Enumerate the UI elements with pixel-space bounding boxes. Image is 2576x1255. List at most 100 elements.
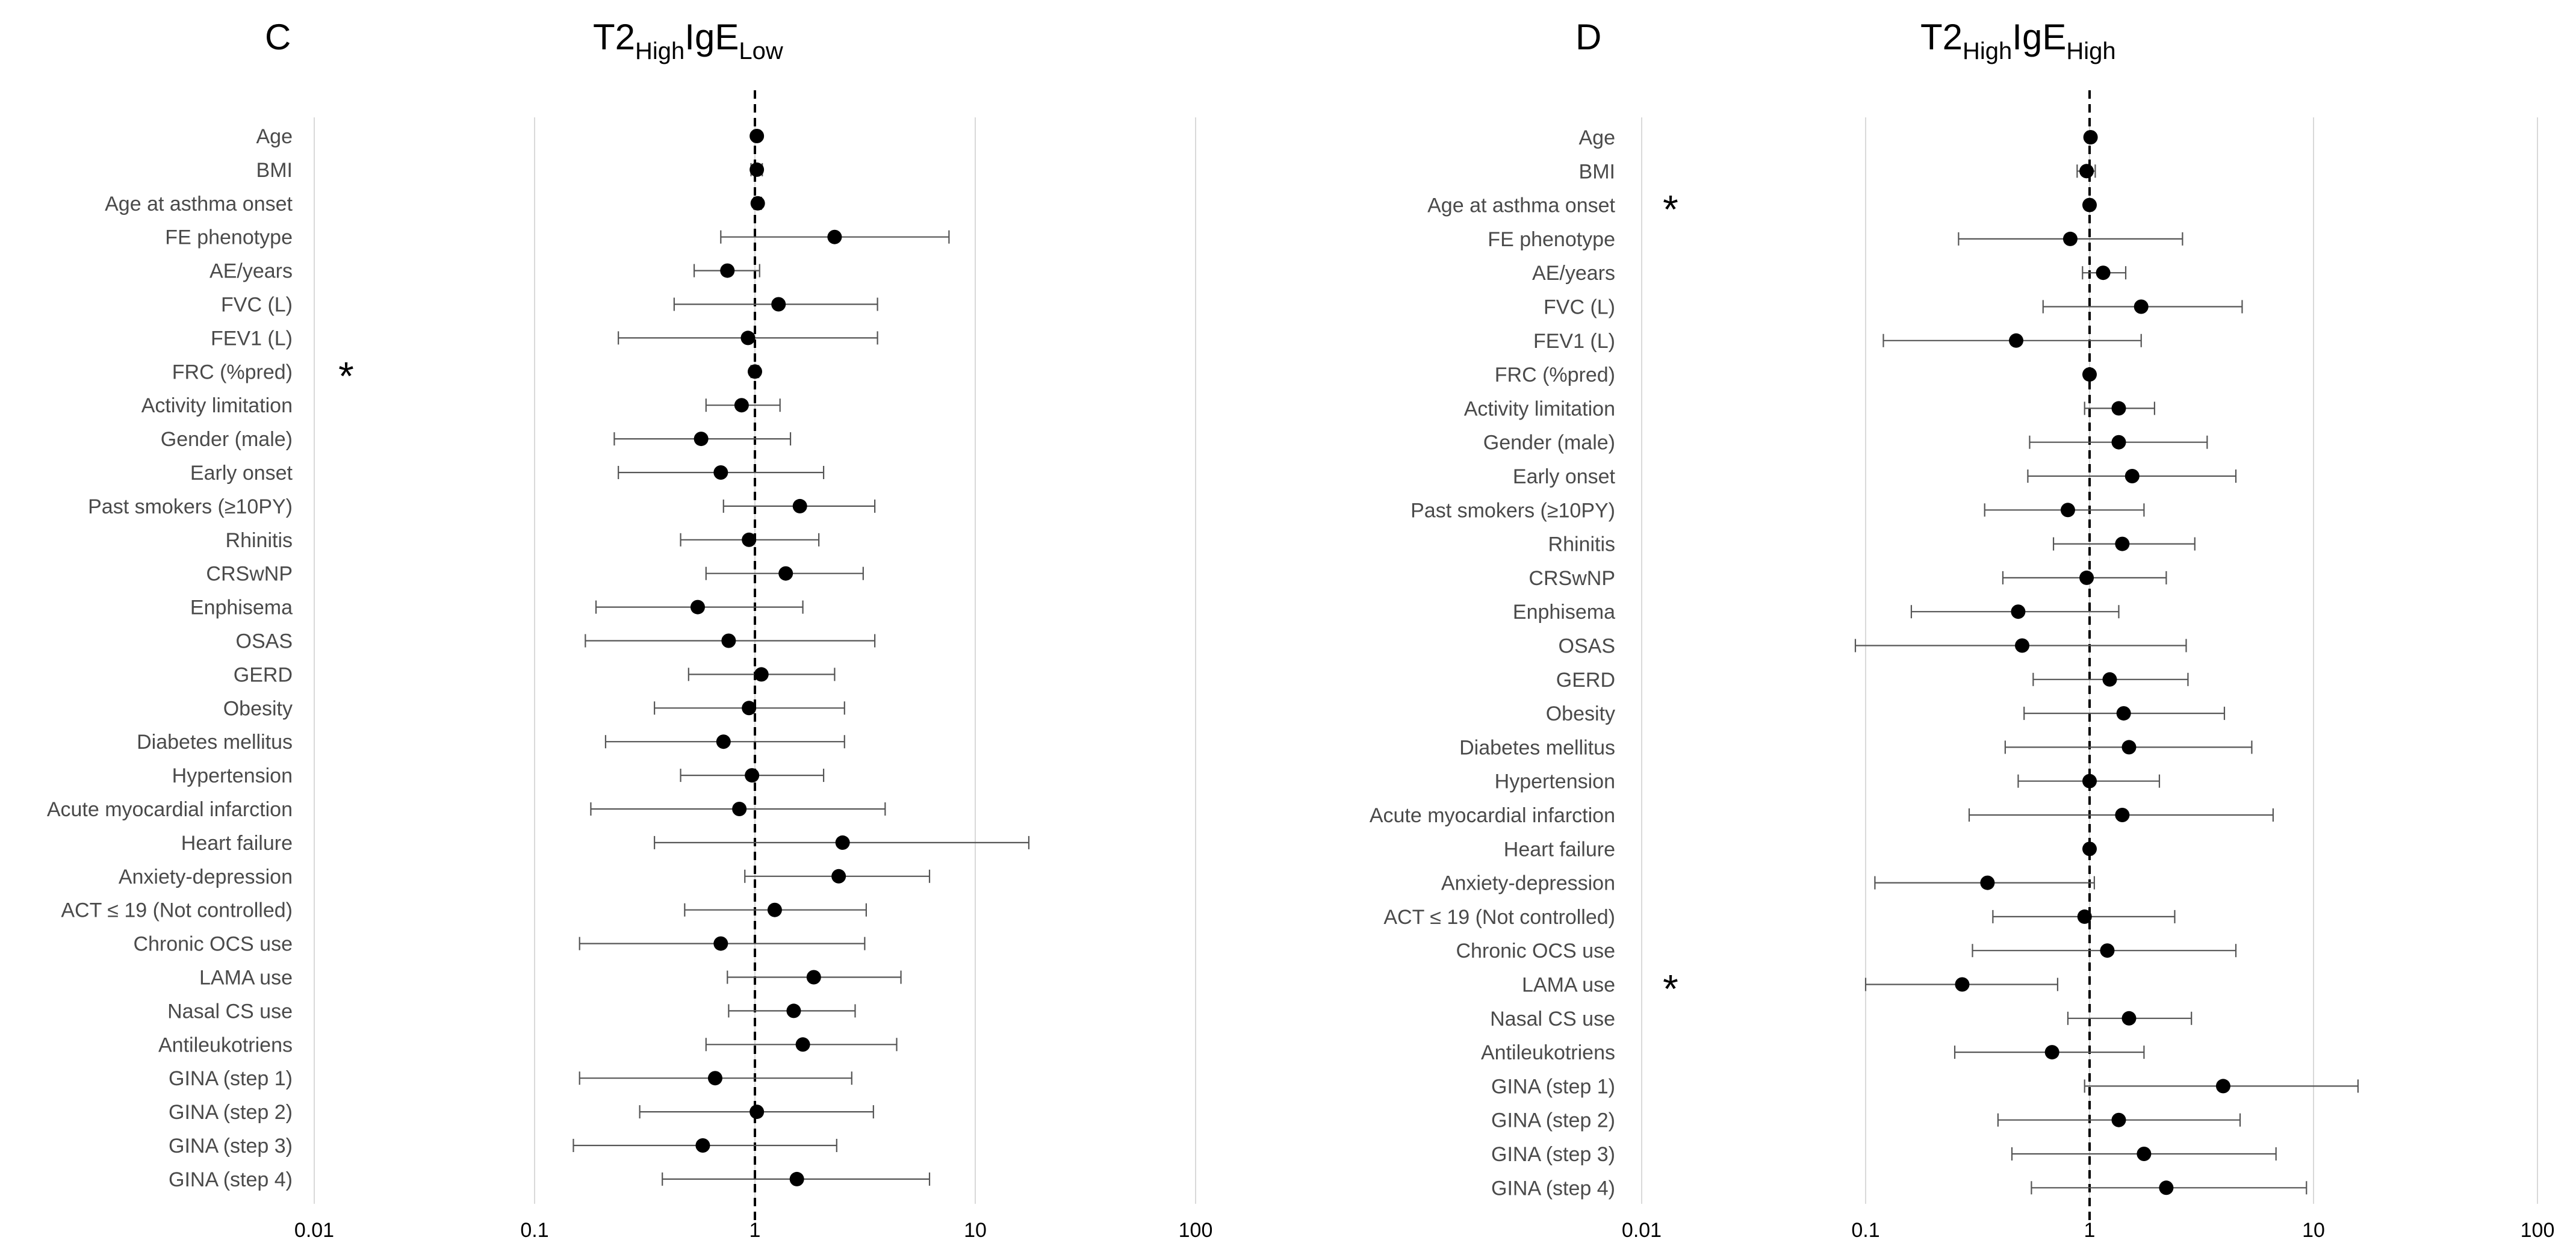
point-estimate [2121,740,2137,755]
x-tick-label: 100 [2521,1219,2555,1242]
category-label: ACT ≤ 19 (Not controlled) [1383,906,1615,929]
category-label: Obesity [1546,702,1615,725]
forest-row [2042,299,2243,314]
panel-d: D T2HighIgEHigh 0.01 0.1 1 10 100 AgeBMIAge … [1370,17,2555,1242]
forest-row [720,229,950,244]
point-estimate [806,970,821,985]
x-tick-label: 1 [750,1219,761,1242]
panel-c-x-axis: 0.01 0.1 1 10 100 [294,1219,1212,1242]
point-estimate [2102,672,2117,687]
point-estimate [707,1071,722,1086]
forest-row [639,1105,874,1120]
category-label: Chronic OCS use [133,933,293,956]
point-estimate [713,936,728,951]
forest-row [2017,773,2161,789]
category-label: Activity limitation [1464,397,1615,420]
forest-row [687,667,836,682]
point-estimate [2082,841,2097,857]
forest-row [595,600,804,615]
forest-row [1954,1045,2145,1060]
forest-row [744,869,931,884]
point-estimate [2011,604,2026,619]
point-estimate [2082,197,2097,212]
point-estimate [750,129,765,143]
forest-row [2084,1079,2359,1094]
category-label: Rhinitis [226,529,293,552]
forest-row [1984,503,2145,518]
point-estimate [2079,164,2094,179]
category-label: FRC (%pred) [1495,364,1615,386]
category-label: FE phenotype [165,226,293,249]
forest-row [1958,231,2183,246]
forest-row [2076,164,2096,179]
point-estimate [1980,875,1995,890]
panel-d-title-mid: IgE [2012,17,2066,57]
category-label: GERD [234,663,293,686]
forest-row [573,1138,837,1153]
panel-c: C T2HighIgELow 0.01 0.1 1 10 100 Age BMI Age a… [47,17,1213,1242]
category-label: OSAS [1559,635,1615,658]
category-label: GINA (step 3) [1491,1143,1615,1166]
significance-markers: * * * [338,187,1678,1011]
point-estimate [742,701,757,716]
point-estimate [831,869,846,884]
point-estimate [695,1138,710,1153]
forest-row [618,330,878,346]
point-estimate [2111,435,2126,450]
forest-row [654,835,1030,850]
forest-row [2082,265,2127,280]
panel-d-rows [1854,130,2359,1195]
category-label: Past smokers (≥10PY) [88,495,293,518]
x-tick-label: 0.01 [1622,1219,1662,1242]
significance-asterisk: * [1663,187,1678,232]
point-estimate [2134,299,2149,314]
point-estimate [786,1003,801,1018]
category-label: Age [256,125,293,148]
x-tick-label: 100 [1179,1219,1213,1242]
point-estimate [795,1037,810,1052]
forest-row [1968,808,2274,822]
forest-row [705,398,781,413]
panel-c-category-labels: Age BMI Age at asthma onset FE phenotype AE/… [47,125,293,1191]
category-label: GINA (step 4) [169,1168,293,1191]
forest-row [2082,841,2097,857]
forest-row [654,701,845,716]
forest-row [2011,1147,2277,1161]
forest-row [680,768,825,783]
point-estimate [748,364,762,379]
panel-c-title-mid: IgE [684,17,739,57]
category-label: GINA (step 2) [169,1101,293,1124]
point-estimate [2096,265,2111,280]
category-label: LAMA use [1522,974,1615,997]
category-label: GERD [1556,669,1615,692]
panel-c-title-base: T2 [593,17,635,57]
point-estimate [789,1171,804,1186]
forest-row [728,1003,856,1018]
forest-row [579,1071,852,1086]
category-label: Acute myocardial infarction [47,798,293,821]
forest-row [2023,706,2226,721]
point-estimate [2015,638,2030,653]
point-estimate [732,802,747,816]
category-label: Rhinitis [1548,533,1615,556]
panel-c-letter: C [265,17,291,57]
forest-row [662,1171,931,1186]
point-estimate [713,465,728,480]
category-label: Diabetes mellitus [137,731,293,754]
forest-row [684,902,867,917]
forest-row [618,465,825,480]
forest-row [2004,740,2253,755]
category-label: Heart failure [1504,838,1615,861]
category-label: GINA (step 3) [169,1135,293,1157]
point-estimate [835,835,850,850]
category-label: Heart failure [181,832,293,855]
forest-row [579,936,866,951]
point-estimate [778,566,793,581]
category-label: Age [1579,126,1616,149]
forest-row [2002,570,2167,585]
point-estimate [827,229,842,244]
panel-d-title-sub1: High [1963,38,2012,64]
category-label: GINA (step 1) [169,1067,293,1090]
point-estimate [2116,706,2131,721]
panel-c-title-sub1: High [635,38,684,64]
